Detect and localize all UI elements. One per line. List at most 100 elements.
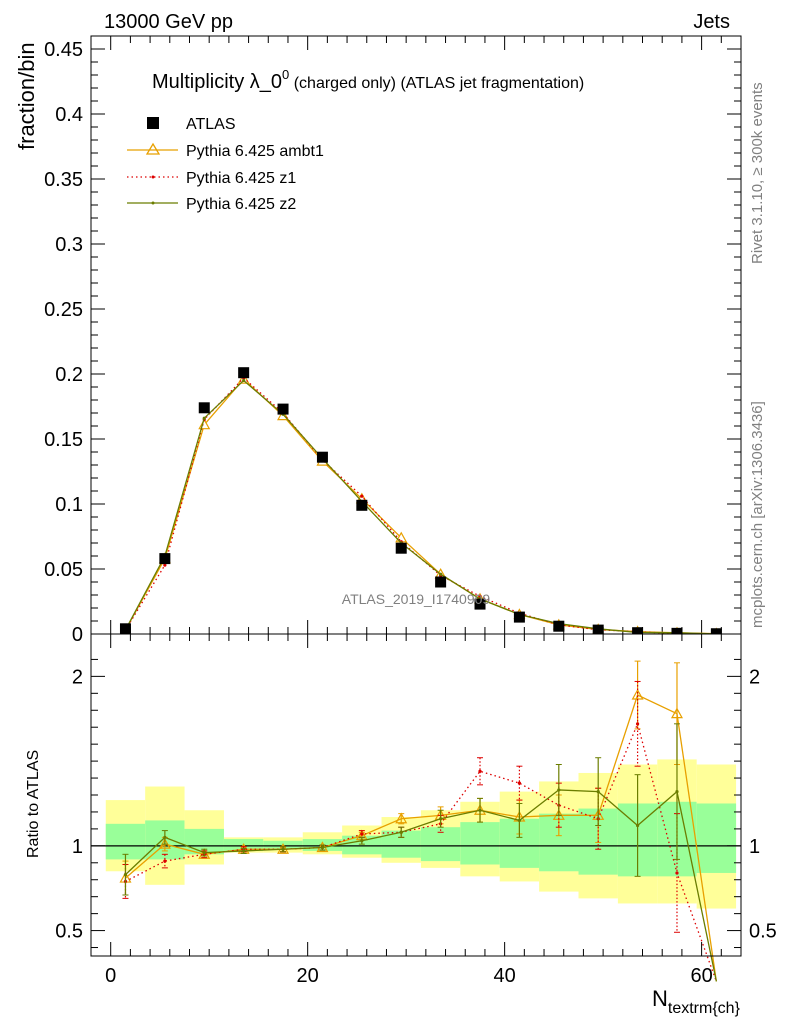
legend-ambt1-marker [145, 142, 161, 155]
main-point-z1 [478, 594, 482, 598]
ratio-point-ambt1 [670, 707, 684, 719]
ratio-point-z2 [320, 845, 325, 850]
mcplots-label: mcplots.cern.ch [arXiv:1306.3436] [749, 401, 766, 628]
main-panel: 0 0.05 0.1 0.15 0.2 0.25 0.3 0.35 0.4 0.45 fracti… [14, 35, 742, 646]
main-y-tick-label: 0.15 [44, 429, 83, 451]
main-y-tick-label: 0.1 [55, 494, 83, 516]
main-title: Multiplicity λ_00 (charged only) (ATLAS … [152, 67, 584, 93]
main-point-z2 [439, 572, 443, 576]
ratio-point-z2 [517, 818, 522, 823]
ratio-point-z2 [163, 835, 167, 839]
ratio-band-inner [460, 822, 500, 865]
legend-ambt1-label: Pythia 6.425 ambt1 [186, 143, 324, 160]
main-point-z2 [242, 378, 246, 383]
ratio-y-axis: 0.5 0.5 1 1 2 2 [55, 658, 777, 949]
ratio-point-ambt1 [395, 812, 408, 824]
main-point-atlas [277, 403, 289, 415]
main-y-tick-label: 0.4 [55, 104, 83, 126]
header-energy: 13000 GeV pp [104, 11, 233, 33]
main-y-tick-label: 0.35 [44, 169, 83, 191]
main-frame [90, 35, 742, 635]
ratio-data [119, 660, 718, 982]
ratio-point-z2 [360, 839, 364, 843]
ratio-x-tick-label: 60 [690, 965, 712, 987]
main-title-main: Multiplicity λ_0 [152, 71, 282, 93]
main-y-tick-label: 0 [72, 624, 83, 646]
main-point-atlas [238, 367, 250, 379]
main-point-z1 [360, 494, 364, 498]
main-point-atlas [553, 620, 565, 632]
ratio-series-line-line [125, 789, 718, 982]
ratio-x-tick-label: 20 [297, 965, 319, 987]
ratio-point-z1 [478, 769, 482, 773]
main-point-atlas [119, 623, 131, 635]
ratio-point-z1 [360, 832, 364, 836]
ratio-point-z2 [596, 790, 600, 794]
ratio-x-tick-label: 40 [494, 965, 516, 987]
ratio-point-z2 [675, 790, 679, 794]
main-point-atlas [671, 627, 683, 639]
x-axis-label: Ntextrm{ch} [652, 986, 741, 1017]
analysis-watermark: ATLAS_2019_I1740909 [342, 591, 491, 607]
main-point-atlas [198, 402, 210, 414]
main-point-atlas [513, 611, 525, 623]
main-title-rest: (charged only) (ATLAS jet fragmentation) [289, 75, 584, 92]
ratio-bands [91, 759, 741, 909]
ratio-point-z2 [439, 817, 443, 821]
ratio-point-z2 [478, 808, 482, 812]
ratio-point-z2 [281, 847, 285, 851]
x-axis-label-sub: textrm{ch} [668, 1000, 741, 1017]
ratio-point-z1 [517, 781, 522, 785]
ratio-point-z2 [202, 851, 206, 855]
main-point-atlas [395, 542, 407, 554]
legend-z1-marker [151, 175, 155, 179]
ratio-point-z1 [163, 859, 167, 863]
main-y-tick-label: 0.2 [55, 364, 83, 386]
legend-z2-label: Pythia 6.425 z2 [186, 196, 296, 213]
ratio-frame-border [90, 633, 742, 957]
rivet-label: Rivet 3.1.10, ≥ 300k events [749, 82, 766, 264]
main-point-atlas [592, 624, 604, 636]
legend-z1-label: Pythia 6.425 z1 [186, 170, 296, 187]
main-point-atlas [435, 576, 447, 588]
main-y-label: fraction/bin [14, 42, 39, 150]
ratio-y-tick-label-right: 1 [749, 836, 760, 858]
main-y-tick-label: 0.45 [44, 39, 83, 61]
ratio-y-tick-label-right: 2 [749, 666, 760, 688]
ratio-y-label: Ratio to ATLAS [25, 750, 42, 858]
ratio-y-tick-label: 1 [72, 836, 83, 858]
ratio-x-tick-label: 0 [105, 965, 116, 987]
main-x-axis [110, 36, 722, 634]
ratio-panel: 0.5 0.5 1 1 2 2 0 20 40 60 Ratio to ATLAS Ntextr… [25, 633, 777, 1017]
main-point-z2 [202, 416, 206, 420]
header-process: Jets [693, 11, 730, 33]
main-point-atlas [316, 451, 328, 463]
ratio-band-inner [696, 803, 737, 873]
main-y-tick-label: 0.3 [55, 234, 83, 256]
ratio-y-tick-label: 0.5 [55, 921, 83, 943]
ratio-point-z2 [635, 823, 640, 828]
legend-atlas-label: ATLAS [186, 116, 236, 133]
x-axis-label-main: N [652, 986, 668, 1011]
ratio-band-inner [342, 835, 382, 855]
main-point-atlas [356, 499, 368, 511]
main-point-atlas [632, 627, 644, 639]
ratio-point-z1 [635, 722, 640, 726]
main-title-sup: 0 [282, 67, 289, 82]
main-point-atlas [159, 553, 171, 565]
legend: ATLAS Pythia 6.425 ambt1 Pythia 6.425 z1… [127, 116, 324, 213]
ratio-y-tick-label: 2 [72, 666, 83, 688]
ratio-x-axis: 0 20 40 60 [105, 634, 722, 987]
main-y-axis: 0 0.05 0.1 0.15 0.2 0.25 0.3 0.35 0.4 0.45 [44, 39, 741, 646]
main-y-tick-label: 0.05 [44, 559, 83, 581]
legend-atlas-marker [147, 117, 159, 129]
main-y-tick-label: 0.25 [44, 299, 83, 321]
legend-z2-marker [151, 201, 155, 205]
ratio-point-z2 [557, 788, 561, 792]
ratio-band-inner [105, 823, 146, 860]
ratio-point-z2 [242, 849, 246, 853]
ratio-band-inner [420, 827, 461, 862]
ratio-point-z2 [123, 873, 128, 877]
ratio-y-tick-label-right: 0.5 [749, 921, 777, 943]
